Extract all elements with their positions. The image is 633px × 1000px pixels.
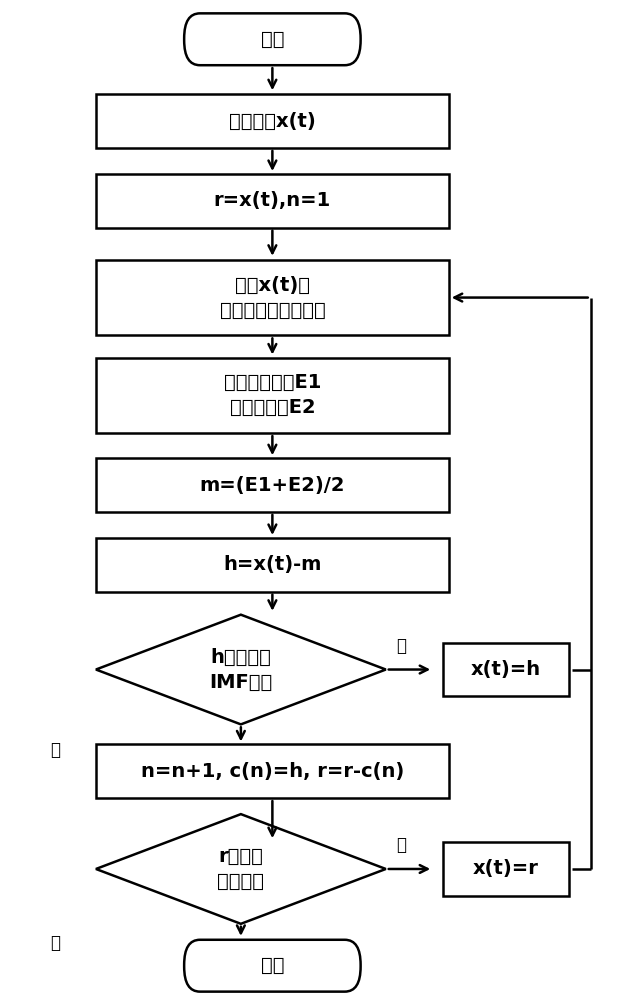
Bar (96, 174, 449, 228)
Text: r=x(t),n=1: r=x(t),n=1 (214, 191, 331, 210)
Polygon shape (96, 615, 386, 724)
Text: x(t)=h: x(t)=h (470, 660, 541, 679)
Bar (96, 538, 449, 592)
Bar (96, 358, 449, 433)
Text: x(t)=r: x(t)=r (473, 859, 539, 878)
Bar (442, 842, 568, 896)
Text: 结束: 结束 (261, 956, 284, 975)
Bar (96, 260, 449, 335)
Text: m=(E1+E2)/2: m=(E1+E2)/2 (199, 476, 345, 495)
Text: 否: 否 (397, 836, 406, 854)
Text: 确定x(t)的
局部极大值和极小值: 确定x(t)的 局部极大值和极小值 (220, 276, 325, 320)
Bar (96, 458, 449, 512)
Polygon shape (96, 814, 386, 924)
Text: 是: 是 (50, 934, 60, 952)
Bar (96, 94, 449, 148)
Bar (442, 643, 568, 696)
Text: n=n+1, c(n)=h, r=r-c(n): n=n+1, c(n)=h, r=r-c(n) (141, 762, 404, 781)
Text: 拟合上包络线E1
和下包络线E2: 拟合上包络线E1 和下包络线E2 (223, 373, 321, 417)
Text: 开始: 开始 (261, 30, 284, 49)
Text: h是否满足
IMF条件: h是否满足 IMF条件 (210, 648, 272, 692)
FancyBboxPatch shape (184, 13, 361, 65)
FancyBboxPatch shape (184, 940, 361, 992)
Text: 是: 是 (50, 741, 60, 759)
Text: 否: 否 (397, 637, 406, 655)
Text: 输入信号x(t): 输入信号x(t) (229, 112, 316, 131)
Bar (96, 744, 449, 798)
Text: h=x(t)-m: h=x(t)-m (223, 555, 322, 574)
Text: r是否为
单调函数: r是否为 单调函数 (217, 847, 265, 891)
